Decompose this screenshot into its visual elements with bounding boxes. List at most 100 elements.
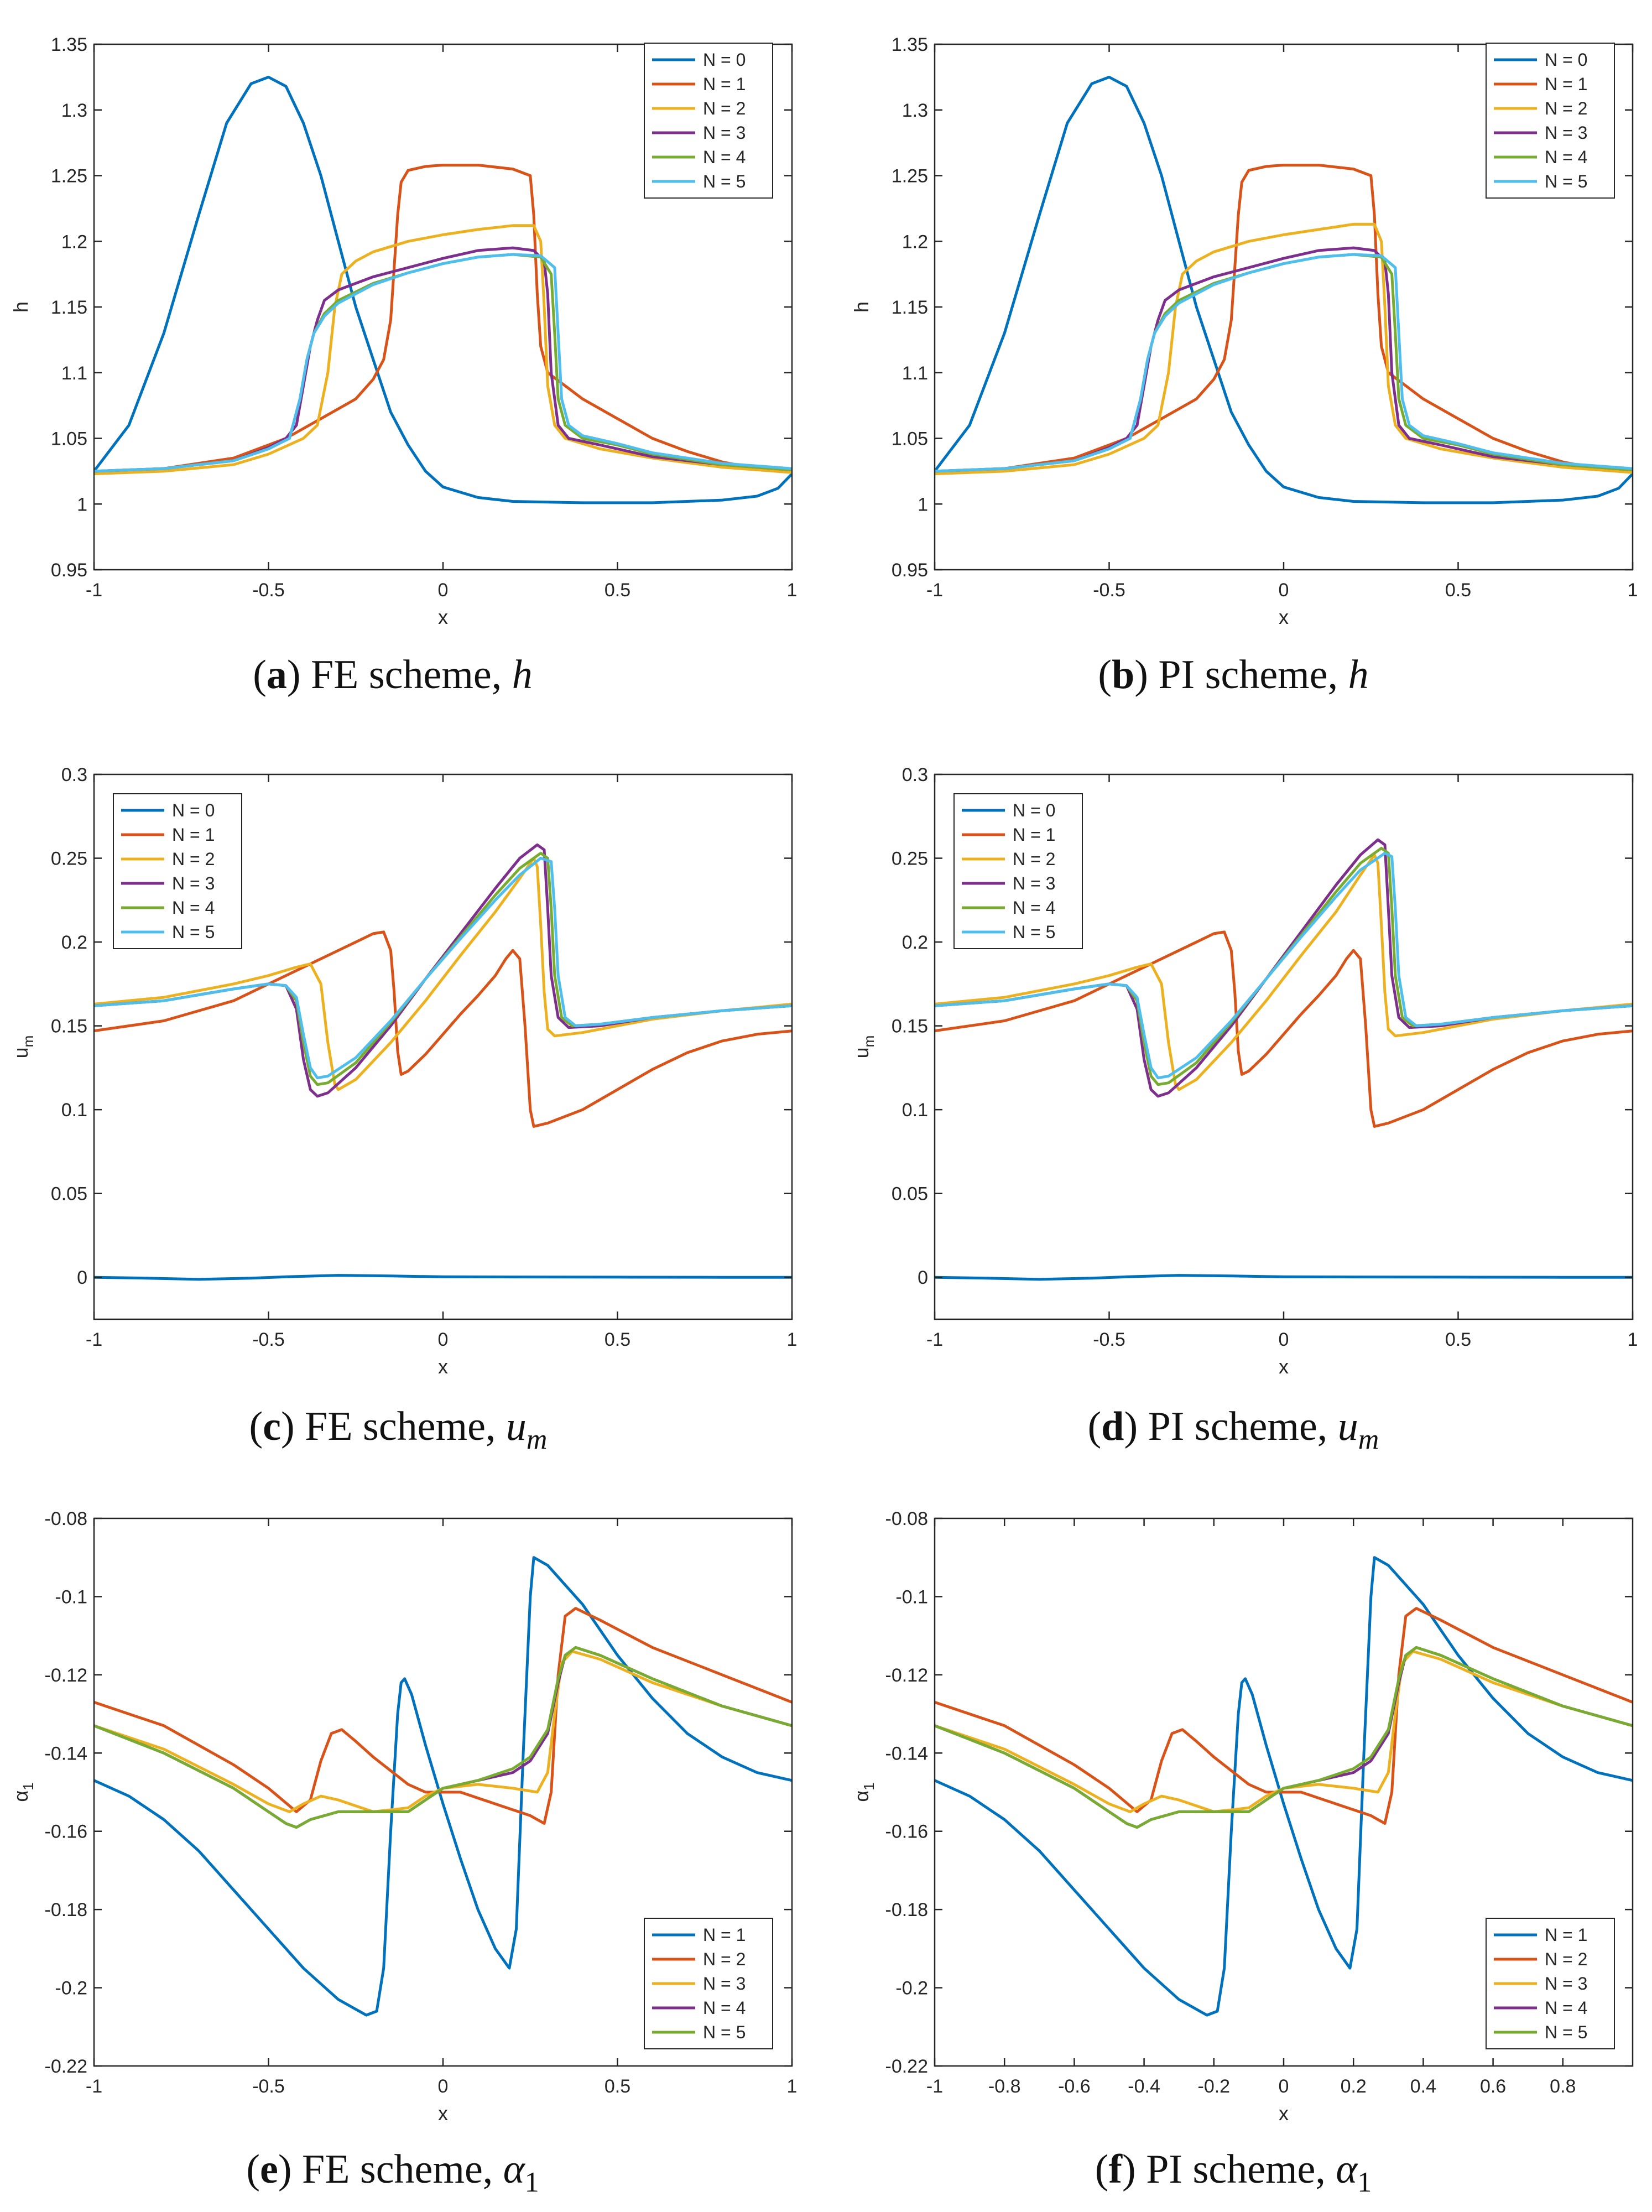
- series-line-f-1: [935, 1607, 1633, 1825]
- y-tick-label-d-3: 0.15: [892, 1016, 928, 1037]
- legend-label-c-0: N = 0: [172, 800, 215, 820]
- series-line-a-4: [94, 253, 792, 473]
- legend-label-b-5: N = 5: [1545, 171, 1587, 191]
- y-tick-label-c-6: 0.3: [61, 764, 87, 785]
- x-axis-label-a: x: [438, 606, 448, 628]
- series-line-e-1: [94, 1607, 792, 1825]
- series-line-a-5: [94, 253, 792, 473]
- x-tick-label-a-2: 0: [438, 580, 449, 601]
- legend-label-e-2: N = 3: [703, 1974, 746, 1994]
- legend-f: N = 1 N = 2 N = 3 N = 4 N = 5: [1486, 1918, 1615, 2049]
- series-line-c-1: [94, 930, 792, 1128]
- plot-area-e: [94, 1556, 792, 2017]
- chart-panel-d: -1 -0.5 0 0.5 1 0 0.05 0.1 0.15 0.2 0.25 0.3 x um N = …: [850, 764, 1638, 1378]
- series-line-b-5: [935, 253, 1633, 473]
- series-line-c-5: [94, 857, 792, 1080]
- chart-panel-e: -1 -0.5 0 0.5 1 -0.22 -0.2 -0.18 -0.16 -0.14 -0.12…: [9, 1508, 797, 2125]
- y-axis-label-a: h: [9, 301, 32, 313]
- caption-d: (d) PI scheme, um: [1087, 1404, 1379, 1455]
- y-tick-label-a-6: 1.25: [51, 166, 87, 187]
- series-line-c-0: [94, 1274, 792, 1281]
- chart-panel-c: -1 -0.5 0 0.5 1 0 0.05 0.1 0.15 0.2 0.25 0.3 x um N = …: [9, 764, 797, 1378]
- x-tick-label-f-8: 0.6: [1480, 2076, 1506, 2097]
- y-tick-label-a-5: 1.2: [61, 231, 87, 252]
- caption-c: (c) FE scheme, um: [249, 1404, 548, 1455]
- x-tick-label-c-3: 0.5: [604, 1329, 630, 1350]
- x-tick-label-b-1: -0.5: [1093, 580, 1125, 601]
- x-tick-label-f-6: 0.2: [1341, 2076, 1367, 2097]
- y-tick-label-f-4: -0.14: [885, 1743, 929, 1764]
- caption-b: (b) PI scheme, h: [1098, 652, 1369, 698]
- series-line-d-2: [935, 853, 1633, 1091]
- y-axis-label-e: α1: [9, 1782, 37, 1802]
- y-tick-label-c-2: 0.1: [61, 1100, 87, 1121]
- y-tick-label-b-8: 1.35: [892, 34, 928, 55]
- y-tick-label-b-4: 1.15: [892, 297, 928, 318]
- legend-d: N = 0 N = 1 N = 2 N = 3 N = 4 N = 5: [953, 793, 1083, 949]
- x-tick-label-f-2: -0.6: [1058, 2076, 1091, 2097]
- y-tick-label-d-1: 0.05: [892, 1184, 928, 1205]
- legend-label-f-4: N = 5: [1545, 2022, 1587, 2042]
- x-tick-label-e-4: 1: [787, 2076, 798, 2097]
- y-tick-label-f-2: -0.18: [885, 1899, 929, 1920]
- y-tick-label-e-4: -0.14: [45, 1743, 88, 1764]
- legend-box-d: [953, 793, 1083, 949]
- y-axis-label-sub-f: 1: [861, 1782, 877, 1790]
- y-tick-label-c-0: 0: [77, 1267, 87, 1288]
- y-tick-label-f-5: -0.12: [885, 1665, 929, 1686]
- y-tick-label-d-6: 0.3: [902, 764, 928, 785]
- y-tick-label-f-7: -0.08: [885, 1508, 929, 1529]
- y-tick-label-a-8: 1.35: [51, 34, 87, 55]
- series-line-d-0: [935, 1274, 1633, 1281]
- chart-panel-b: -1 -0.5 0 0.5 1 0.95 1 1.05 1.1 1.15 1.2 1.25 1.3 1.3…: [850, 34, 1638, 628]
- legend-label-f-0: N = 1: [1545, 1925, 1587, 1945]
- legend-label-b-2: N = 2: [1545, 98, 1587, 118]
- y-axis-label-sub-d: m: [861, 1035, 877, 1048]
- y-tick-label-d-4: 0.2: [902, 932, 928, 953]
- x-tick-label-b-4: 1: [1628, 580, 1638, 601]
- x-tick-label-a-3: 0.5: [604, 580, 630, 601]
- legend-label-b-4: N = 4: [1545, 147, 1587, 167]
- legend-box-b: [1486, 43, 1615, 199]
- y-tick-label-b-2: 1.05: [892, 429, 928, 450]
- x-tick-label-a-1: -0.5: [252, 580, 285, 601]
- legend-label-d-4: N = 4: [1013, 898, 1055, 918]
- x-tick-label-b-0: -1: [926, 580, 943, 601]
- legend-b: N = 0 N = 1 N = 2 N = 3 N = 4 N = 5: [1486, 43, 1615, 199]
- series-line-c-2: [94, 857, 792, 1091]
- x-tick-label-e-0: -1: [86, 2076, 102, 2097]
- series-line-a-1: [94, 164, 792, 474]
- series-line-d-5: [935, 851, 1633, 1080]
- y-tick-label-f-0: -0.22: [885, 2056, 929, 2077]
- series-line-b-4: [935, 253, 1633, 473]
- x-tick-label-f-1: -0.8: [988, 2076, 1021, 2097]
- y-tick-label-c-1: 0.05: [51, 1184, 87, 1205]
- legend-label-c-1: N = 1: [172, 825, 215, 845]
- legend-label-a-4: N = 4: [703, 147, 746, 167]
- x-axis-label-c: x: [438, 1355, 448, 1378]
- x-tick-label-f-3: -0.4: [1128, 2076, 1160, 2097]
- y-tick-label-e-1: -0.2: [55, 1978, 87, 1999]
- series-line-b-1: [935, 164, 1633, 474]
- y-tick-label-e-7: -0.08: [45, 1508, 88, 1529]
- y-tick-label-f-6: -0.1: [895, 1586, 928, 1607]
- y-tick-label-d-2: 0.1: [902, 1100, 928, 1121]
- x-tick-label-d-2: 0: [1279, 1329, 1289, 1350]
- series-line-d-1: [935, 930, 1633, 1128]
- x-tick-label-a-0: -1: [86, 580, 102, 601]
- caption-f: (f) PI scheme, α1: [1095, 2147, 1372, 2198]
- legend-label-c-2: N = 2: [172, 849, 215, 869]
- y-tick-label-a-3: 1.1: [61, 363, 87, 384]
- legend-e: N = 1 N = 2 N = 3 N = 4 N = 5: [644, 1918, 773, 2049]
- legend-label-c-4: N = 4: [172, 898, 215, 918]
- series-line-f-0: [935, 1556, 1633, 2017]
- y-tick-label-e-5: -0.12: [45, 1665, 88, 1686]
- legend-label-f-3: N = 4: [1545, 1998, 1587, 2018]
- plot-area-f: [935, 1556, 1633, 2017]
- y-axis-label-sub-e: 1: [20, 1782, 37, 1790]
- legend-label-b-3: N = 3: [1545, 123, 1587, 143]
- legend-label-e-0: N = 1: [703, 1925, 746, 1945]
- legend-label-d-5: N = 5: [1013, 922, 1055, 942]
- x-tick-label-c-1: -0.5: [252, 1329, 285, 1350]
